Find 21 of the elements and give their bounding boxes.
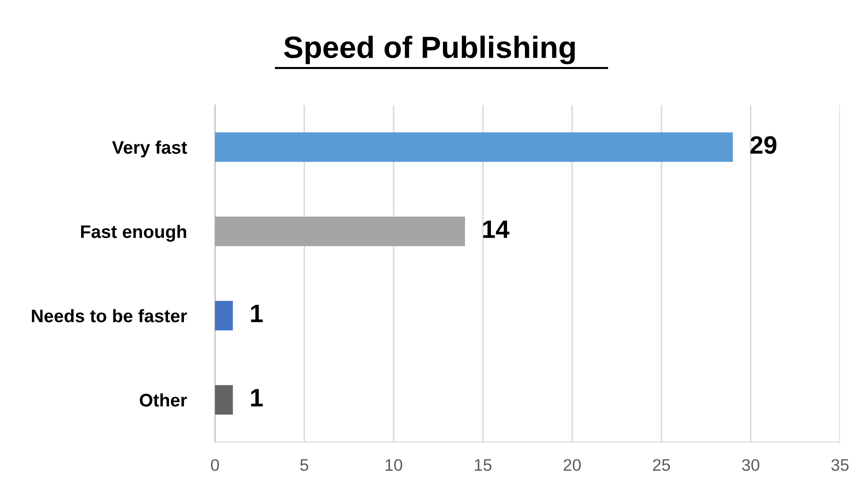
x-tick-label: 5 [300, 459, 308, 471]
bar [215, 132, 733, 162]
x-tick-label: 10 [386, 459, 402, 471]
data-label: 14 [483, 220, 510, 238]
y-tick-label: Fast enough [81, 224, 186, 242]
x-tick-label: 25 [653, 459, 670, 471]
data-label: 1 [251, 304, 263, 322]
x-tick-label: 15 [474, 459, 492, 471]
x-tick-label: 0 [211, 459, 219, 471]
data-label: 29 [750, 136, 776, 154]
y-tick-label: Needs to be faster [32, 309, 187, 322]
x-tick-label: 30 [742, 459, 760, 471]
x-tick-label: 35 [831, 459, 849, 471]
x-tick-label: 20 [564, 459, 581, 471]
data-label: 1 [251, 389, 263, 406]
bar [215, 300, 233, 330]
chart-title: Speed of Publishing [284, 36, 575, 64]
bar [215, 216, 465, 246]
y-tick-label: Other [140, 393, 187, 407]
y-tick-label: Very fast [112, 140, 188, 158]
bar [215, 385, 233, 415]
